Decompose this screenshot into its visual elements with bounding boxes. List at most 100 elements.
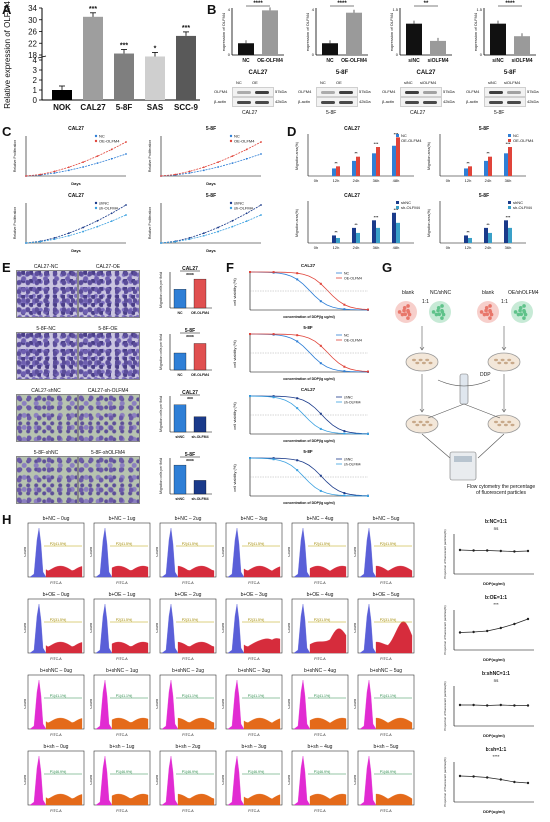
b-blot-cell-label: 5-8F — [326, 110, 337, 116]
panel-b: expression of OLFM4 4 0 NC OE-OLFM4 **** CAL27… — [210, 0, 550, 122]
b-blot-row-label: OLFM4 — [214, 89, 228, 94]
h-histogram: P1(46.9%) FITC-A Count — [156, 750, 217, 813]
e-image-label: 5-8F-shNC — [33, 450, 59, 456]
h-histogram: P1(46.9%) FITC-A Count — [288, 750, 349, 813]
h-yaxis-label: Count — [354, 699, 357, 708]
f-point — [249, 395, 251, 398]
h-histogram: P1(41.1%) FITC-A Count — [156, 674, 217, 737]
d-bar — [372, 220, 376, 243]
h-negative-peak — [359, 527, 377, 578]
h-gate-label: P2(31.5%) — [50, 618, 67, 622]
h-histogram-title: b+sh – 2ug — [175, 744, 201, 750]
c-point — [174, 240, 177, 243]
h-trend-point — [499, 549, 502, 553]
a-xtick-label: 5-8F — [116, 103, 133, 112]
f-curve — [249, 271, 369, 310]
b-ylabel: expression of OLFM4 — [389, 12, 394, 51]
e-chart-title: CAL27 — [182, 266, 198, 272]
c-point — [125, 141, 127, 143]
f-legend-label: OE-OLFM4 — [344, 339, 362, 343]
d-xtick-label: 0h — [446, 245, 450, 250]
d-title: CAL27 — [344, 126, 360, 132]
g-blank-cells-cell — [488, 316, 492, 320]
panel-label-f: F — [226, 260, 234, 275]
f-point — [272, 333, 275, 336]
h-yaxis-label: Count — [90, 547, 93, 556]
c-point — [245, 157, 248, 160]
c-series-line — [25, 214, 127, 244]
b-blot-band — [339, 90, 353, 94]
f-point — [343, 308, 346, 311]
a-bar — [83, 16, 103, 100]
h-histogram-title: b+sh – 0ug — [43, 744, 69, 750]
h-gate-label: P1(41.1%) — [314, 694, 331, 698]
h-gate-label: P1(46.9%) — [248, 770, 265, 774]
b-blot-strip — [316, 87, 358, 97]
b-blot-lane-label: NC — [236, 80, 242, 85]
f-point — [343, 303, 346, 306]
e-sig: **** — [186, 459, 194, 465]
c-point — [82, 226, 85, 229]
panel-e: CAL27-NC CAL27-OE CAL27 Migration cells per… — [8, 260, 226, 510]
f-point — [343, 370, 346, 373]
g-dish-4-cell — [494, 420, 498, 424]
d-xtick-label: 48h — [393, 245, 400, 250]
e-chart-title: 5-8F — [185, 328, 195, 334]
d-bar — [464, 235, 468, 243]
b-bar — [406, 23, 422, 55]
d-sig: ** — [334, 160, 338, 165]
h-trend-chart: b:sh=1:1**** Proportion of fluorescent pa… — [443, 747, 534, 814]
g-dish-1-cell — [428, 361, 433, 365]
d-bar — [356, 232, 360, 243]
h-trend-ylabel: Proportion of fluorescent particles(%) — [443, 605, 447, 654]
f-point — [367, 432, 369, 435]
h-negative-peak — [227, 527, 245, 578]
e-xtick-label: shNC — [175, 435, 185, 439]
h-trend-title: b:NC=1:1 — [485, 519, 507, 525]
b-blot-kda: 57kDa — [275, 89, 287, 94]
c-point — [260, 141, 262, 143]
c-legend-marker — [94, 201, 98, 205]
h-yaxis-label: Count — [24, 775, 27, 784]
h-yaxis-label: Count — [222, 547, 225, 556]
e-micrograph — [16, 456, 78, 504]
b-blot-band — [405, 100, 419, 104]
e-bar — [173, 352, 187, 371]
b-blot-cell-label: CAL27 — [410, 110, 426, 116]
d-xtick-label: 12h — [333, 178, 340, 183]
g-dish-1-cell — [412, 358, 416, 362]
h-negative-peak — [161, 527, 179, 578]
b-blot-kda: 42kDa — [275, 99, 287, 104]
b-blot: NC OE OLFM4 57kDa β-actin 42kDa CAL27 — [214, 80, 296, 120]
f-point — [343, 492, 346, 495]
d-bar — [336, 237, 340, 243]
h-histogram: P2(31.5%) FITC-A Count — [90, 598, 151, 661]
b-xtick-label: siOLFM4 — [511, 58, 532, 64]
c-point — [231, 162, 234, 165]
h-positive-population — [177, 641, 215, 654]
c-point — [245, 212, 248, 215]
c-point — [125, 214, 127, 216]
b-xtick-label: OE-OLFM4 — [257, 58, 283, 64]
g-group-cells-cell — [516, 312, 521, 317]
d-bar — [504, 220, 508, 243]
d-bar — [356, 156, 360, 176]
h-trend-point — [526, 617, 530, 621]
g-group-cells-cell — [519, 312, 524, 317]
c-point — [160, 175, 162, 177]
c-point — [202, 232, 205, 235]
h-gate-label: P2(31.5%) — [116, 618, 133, 622]
b-xtick-label: NC — [326, 58, 334, 64]
c-point — [25, 242, 27, 244]
d-bar — [508, 227, 512, 243]
g-blank-cells-cell — [488, 304, 492, 308]
d-legend-label: sh-OLFM4 — [513, 205, 533, 210]
d-bar — [392, 145, 396, 176]
d-bar — [376, 227, 380, 243]
h-positive-population — [177, 793, 215, 806]
b-blot-lane-label: NC — [320, 80, 326, 85]
a-xtick-label: SAS — [147, 103, 164, 112]
a-ylabel: Relative expression of OLFM4 — [3, 1, 12, 109]
b-xtick-label: NC — [242, 58, 250, 64]
